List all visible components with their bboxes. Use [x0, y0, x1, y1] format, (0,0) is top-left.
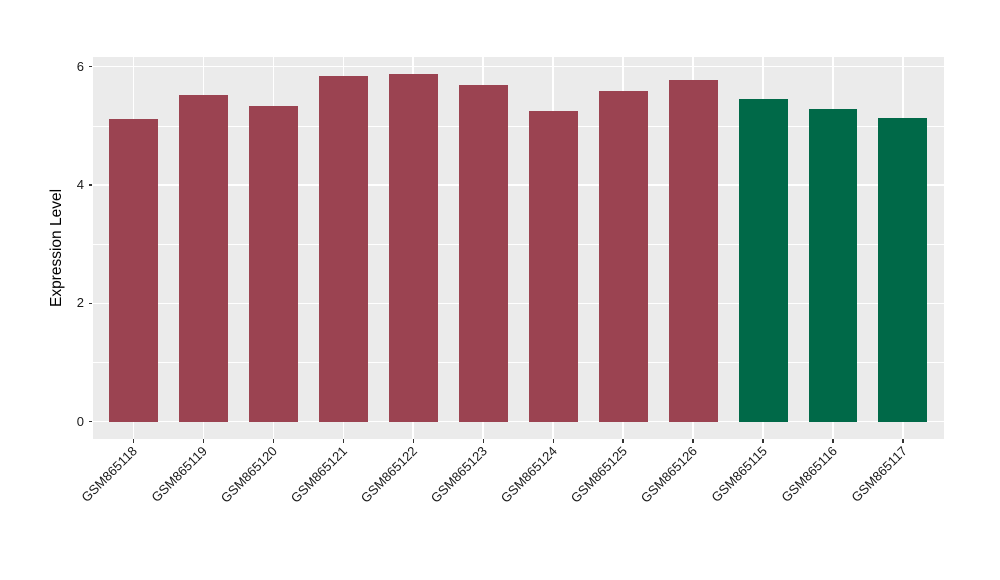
bar — [528, 111, 578, 422]
bar — [598, 90, 648, 422]
x-tick-mark — [902, 439, 904, 443]
x-tick-mark — [482, 439, 484, 443]
y-tick-label: 0 — [76, 413, 84, 429]
x-tick-label: GSM865122 — [357, 443, 421, 506]
x-tick-label: GSM865121 — [287, 443, 351, 506]
x-tick-label: GSM865124 — [497, 443, 561, 506]
y-tick-mark — [88, 184, 92, 186]
bar — [668, 80, 718, 422]
x-tick-label: GSM865120 — [217, 443, 281, 506]
y-tick-label: 4 — [76, 177, 84, 193]
x-tick-mark — [272, 439, 274, 443]
gridline-major-h — [93, 66, 944, 68]
x-tick-mark — [412, 439, 414, 443]
bar — [178, 95, 228, 422]
bar — [108, 119, 158, 422]
y-tick-label: 2 — [76, 295, 84, 311]
bar — [388, 73, 438, 422]
gridline-major-h — [93, 184, 944, 186]
x-tick-label: GSM865126 — [637, 443, 700, 506]
x-tick-label: GSM865123 — [427, 443, 491, 506]
y-tick-mark — [88, 66, 92, 68]
bar — [878, 118, 928, 422]
bar — [318, 76, 368, 422]
x-tick-mark — [202, 439, 204, 443]
x-tick-label: GSM865117 — [848, 443, 910, 505]
x-tick-label: GSM865119 — [148, 443, 211, 505]
x-tick-mark — [132, 439, 134, 443]
y-axis-title: Expression Level — [48, 188, 65, 308]
y-tick-label: 6 — [76, 58, 84, 74]
gridline-minor-h — [93, 125, 944, 127]
gridline-minor-h — [93, 243, 944, 245]
bar — [248, 105, 298, 422]
bar — [738, 99, 788, 422]
x-tick-mark — [692, 439, 694, 443]
x-tick-mark — [552, 439, 554, 443]
gridline-minor-h — [93, 362, 944, 363]
y-tick-mark — [88, 302, 92, 304]
gridline-major-h — [93, 421, 944, 423]
x-tick-label: GSM865115 — [708, 443, 770, 505]
x-tick-mark — [342, 439, 344, 443]
bar — [808, 109, 858, 422]
x-tick-label: GSM865116 — [778, 443, 840, 505]
x-tick-mark — [762, 439, 764, 443]
x-tick-mark — [622, 439, 624, 443]
x-tick-mark — [832, 439, 834, 443]
x-tick-label: GSM865118 — [78, 443, 141, 505]
bar — [458, 85, 508, 422]
y-tick-mark — [88, 421, 92, 423]
x-tick-label: GSM865125 — [567, 443, 631, 506]
plot-panel — [93, 57, 944, 439]
gridline-major-h — [93, 302, 944, 305]
